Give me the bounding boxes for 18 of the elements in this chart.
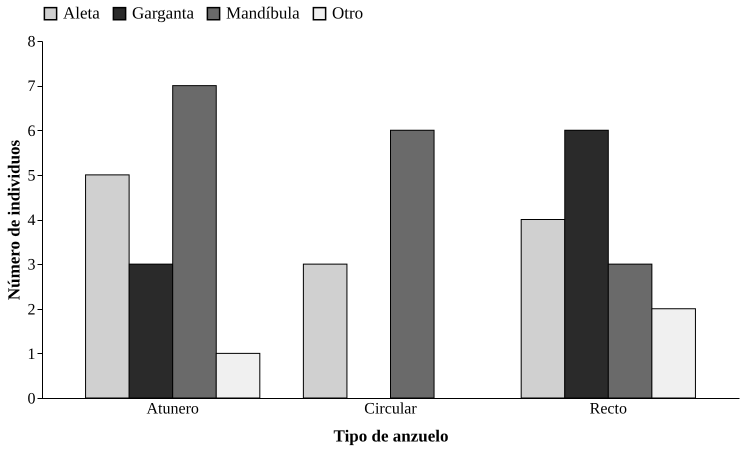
x-tick-label: Recto [590, 400, 627, 418]
y-tick-label: 8 [28, 34, 36, 50]
y-tick-label: 4 [28, 212, 36, 229]
legend-label: Garganta [132, 4, 194, 23]
y-tick-label: 3 [28, 256, 36, 274]
y-tick-label: 5 [28, 167, 36, 184]
legend-label: Aleta [63, 4, 100, 23]
x-tick-label: Circular [364, 400, 418, 418]
y-tick-label: 6 [28, 122, 36, 140]
x-axis-title: Tipo de anzuelo [334, 426, 448, 446]
y-tick-label: 2 [28, 301, 36, 318]
y-axis-title: Número de individuos [4, 139, 24, 300]
legend-label: Otro [332, 4, 364, 23]
x-tick-label: Atunero [146, 400, 199, 418]
y-tick-label: 1 [28, 346, 36, 363]
y-tick-label: 0 [28, 390, 36, 408]
legend-label: Mandíbula [226, 4, 300, 23]
y-tick-label: 7 [28, 78, 36, 96]
